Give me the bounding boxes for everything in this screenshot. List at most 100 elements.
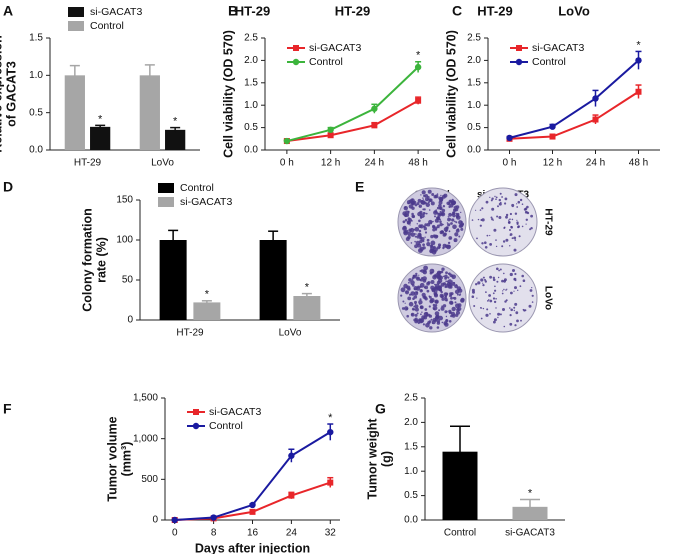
colony [492,278,496,282]
colony [430,318,433,321]
colony [485,291,487,293]
colony [434,283,436,286]
colony [423,208,426,211]
colony [404,218,408,222]
colony [424,201,427,205]
colony [489,313,491,315]
colony [456,293,459,296]
colony [422,208,425,211]
colony [517,200,521,204]
colony [513,290,515,292]
colony [408,301,414,307]
colony [418,219,421,223]
colony [422,198,424,200]
colony [440,270,444,274]
colony [417,321,420,325]
colony [436,216,441,221]
colony [438,246,441,249]
colony [456,308,460,312]
colony [433,286,438,290]
colony [443,232,447,236]
colony [531,294,534,297]
colony [438,275,443,280]
colony [459,293,462,295]
x-tick-label: LoVo [279,328,302,339]
colony [509,245,511,247]
colony [447,223,451,227]
colony [440,294,444,299]
colony [505,213,509,217]
colony [473,305,476,307]
colony [419,224,424,229]
colony [438,213,441,216]
colony [444,285,448,289]
x-tick-label: 0 h [503,158,517,169]
colony [425,323,430,328]
colony [489,299,493,303]
colony [480,278,484,282]
colony [479,209,482,211]
colony [503,288,505,291]
colony [434,215,436,218]
colony [511,237,514,240]
colony [414,244,418,249]
bar [293,296,321,320]
colony [432,220,434,223]
y-tick-label: 2.0 [404,417,418,428]
colony [493,320,496,324]
colony [514,239,517,241]
y-tick-label: 150 [116,195,133,206]
colony [442,246,445,250]
x-tick-label: 0 [172,528,178,539]
colony [431,271,434,274]
colony [448,236,453,240]
colony [421,315,426,320]
point [592,116,599,123]
colony [458,235,461,238]
colony [509,307,511,309]
colony [439,222,443,227]
colony [472,290,475,294]
colony [489,275,492,279]
y-tick-label: 0.0 [467,145,481,156]
colony [519,198,523,202]
y-tick-label: 1.0 [29,70,43,81]
colony [497,205,499,208]
colony [476,297,478,299]
colony [439,206,443,211]
colony [514,324,517,327]
colony [505,299,508,302]
colony [512,269,515,272]
colony [440,212,444,216]
colony [450,222,453,225]
colony [413,305,416,308]
colony [498,198,501,202]
point [414,63,422,71]
colony [414,291,419,296]
colony [423,269,427,273]
colony [495,307,497,309]
colony [414,240,416,243]
colony [495,198,497,200]
colony [513,306,516,309]
colony [447,276,450,279]
colony [433,195,437,199]
colony [513,236,517,240]
colony [410,242,413,244]
colony [422,243,425,247]
legend-swatch [68,21,84,31]
colony [440,282,445,287]
colony [471,219,474,221]
colony [445,292,449,296]
colony [489,234,491,237]
colony [493,318,497,322]
colony [424,231,428,234]
line [509,59,640,139]
point [249,508,256,515]
y-tick-label: 2.0 [467,55,481,66]
colony [409,224,411,226]
panel-letter: B [228,3,238,19]
colony [498,216,502,219]
colony [430,240,436,246]
colony [495,196,498,199]
